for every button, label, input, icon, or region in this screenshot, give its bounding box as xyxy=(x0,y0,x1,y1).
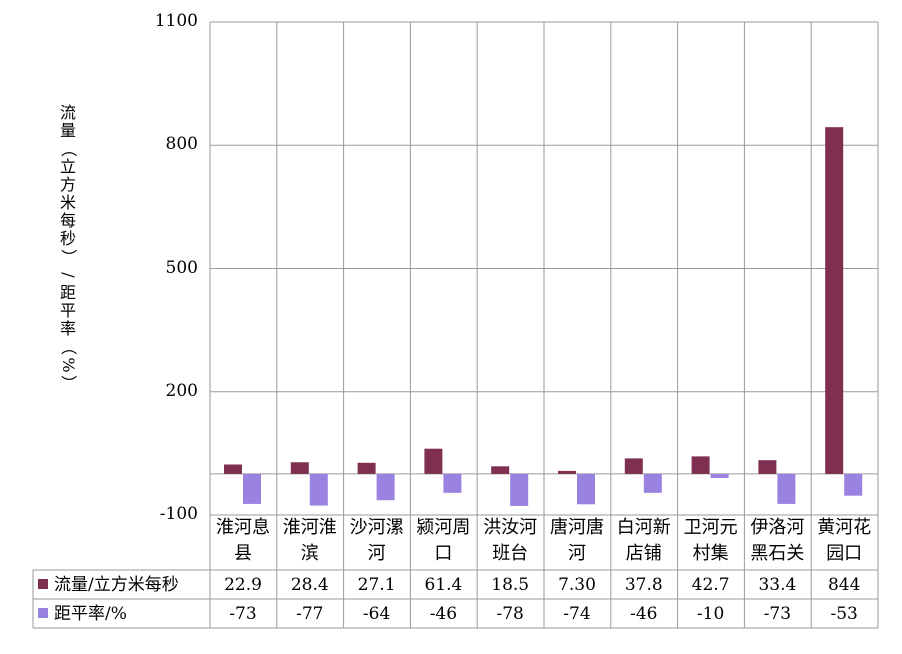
bar-anomaly xyxy=(443,473,462,493)
y-tick-label: 200 xyxy=(165,380,198,401)
table-cell-anomaly: -73 xyxy=(229,604,257,624)
category-label: 淮河淮滨 xyxy=(282,517,337,564)
bar-anomaly xyxy=(777,473,796,504)
category-label: 沙河漯河 xyxy=(349,517,404,564)
category-label: 卫河元 村集 xyxy=(683,517,738,564)
category-label: 颍河周口 xyxy=(416,517,471,564)
bar-flow xyxy=(290,462,309,474)
table-cell-anomaly: -53 xyxy=(830,604,858,624)
bar-flow xyxy=(357,462,376,474)
table-cell-flow: 42.7 xyxy=(691,575,730,595)
category-label: 洪汝河 班台 xyxy=(483,517,538,564)
bar-anomaly xyxy=(510,473,529,506)
y-tick-label: 1100 xyxy=(154,11,198,31)
category-label: 黄河花 园口 xyxy=(817,517,872,564)
bar-anomaly xyxy=(710,473,729,479)
bar-flow xyxy=(624,458,643,474)
bar-anomaly xyxy=(243,473,261,504)
table-cell-flow: 28.4 xyxy=(290,575,329,595)
bar-flow xyxy=(491,466,510,474)
category-label: 伊洛河 黑石关 xyxy=(750,517,805,564)
y-tick-label: -100 xyxy=(159,504,198,524)
bar-flow xyxy=(691,456,710,474)
y-axis-label: 流量（立方米每秒） / 距平率（%） xyxy=(59,103,78,392)
bar-anomaly xyxy=(643,473,662,493)
table-cell-anomaly: -77 xyxy=(296,604,324,624)
y-tick-label: 800 xyxy=(165,134,198,155)
table-cell-anomaly: -78 xyxy=(496,604,524,624)
table-cell-anomaly: -10 xyxy=(696,604,725,624)
y-tick-label: 500 xyxy=(165,257,198,278)
category-label: 白河新 店铺 xyxy=(616,517,671,564)
table-cell-anomaly: -73 xyxy=(763,604,792,624)
bars-layer xyxy=(224,127,863,506)
bar-anomaly xyxy=(376,473,395,501)
table-cell-flow: 844 xyxy=(827,575,861,595)
table-cell-flow: 22.9 xyxy=(224,575,262,595)
bar-anomaly xyxy=(844,473,863,496)
table-cell-flow: 18.5 xyxy=(491,575,530,595)
table-cell-anomaly: -64 xyxy=(362,604,391,624)
bar-anomaly xyxy=(577,473,595,505)
legend-entry: 距平率/% xyxy=(38,599,208,629)
legend-label: 距平率/% xyxy=(54,604,127,624)
legend-entry: 流量/立方米每秒 xyxy=(38,570,208,600)
bar-flow xyxy=(825,127,844,474)
table-cell-flow: 37.8 xyxy=(624,575,663,595)
category-label: 唐河唐河 xyxy=(550,517,604,564)
legend-label: 流量/立方米每秒 xyxy=(54,575,179,595)
table-cell-flow: 33.4 xyxy=(758,575,797,595)
table-cell-flow: 61.4 xyxy=(424,575,463,595)
table-cell-flow: 27.1 xyxy=(357,575,396,595)
bar-anomaly xyxy=(309,473,328,506)
legend-swatch xyxy=(38,578,48,589)
bar-flow xyxy=(558,470,576,474)
data-table-lines xyxy=(32,569,878,629)
table-cell-flow: 7.30 xyxy=(558,575,596,595)
category-label: 淮河息县 xyxy=(216,517,270,564)
bar-flow xyxy=(424,448,443,474)
table-cell-anomaly: -46 xyxy=(429,604,458,624)
legend-swatch xyxy=(38,607,48,618)
table-cell-anomaly: -74 xyxy=(563,604,591,624)
bar-flow xyxy=(758,460,777,474)
bar-flow xyxy=(224,464,242,474)
table-cell-anomaly: -46 xyxy=(630,604,658,624)
